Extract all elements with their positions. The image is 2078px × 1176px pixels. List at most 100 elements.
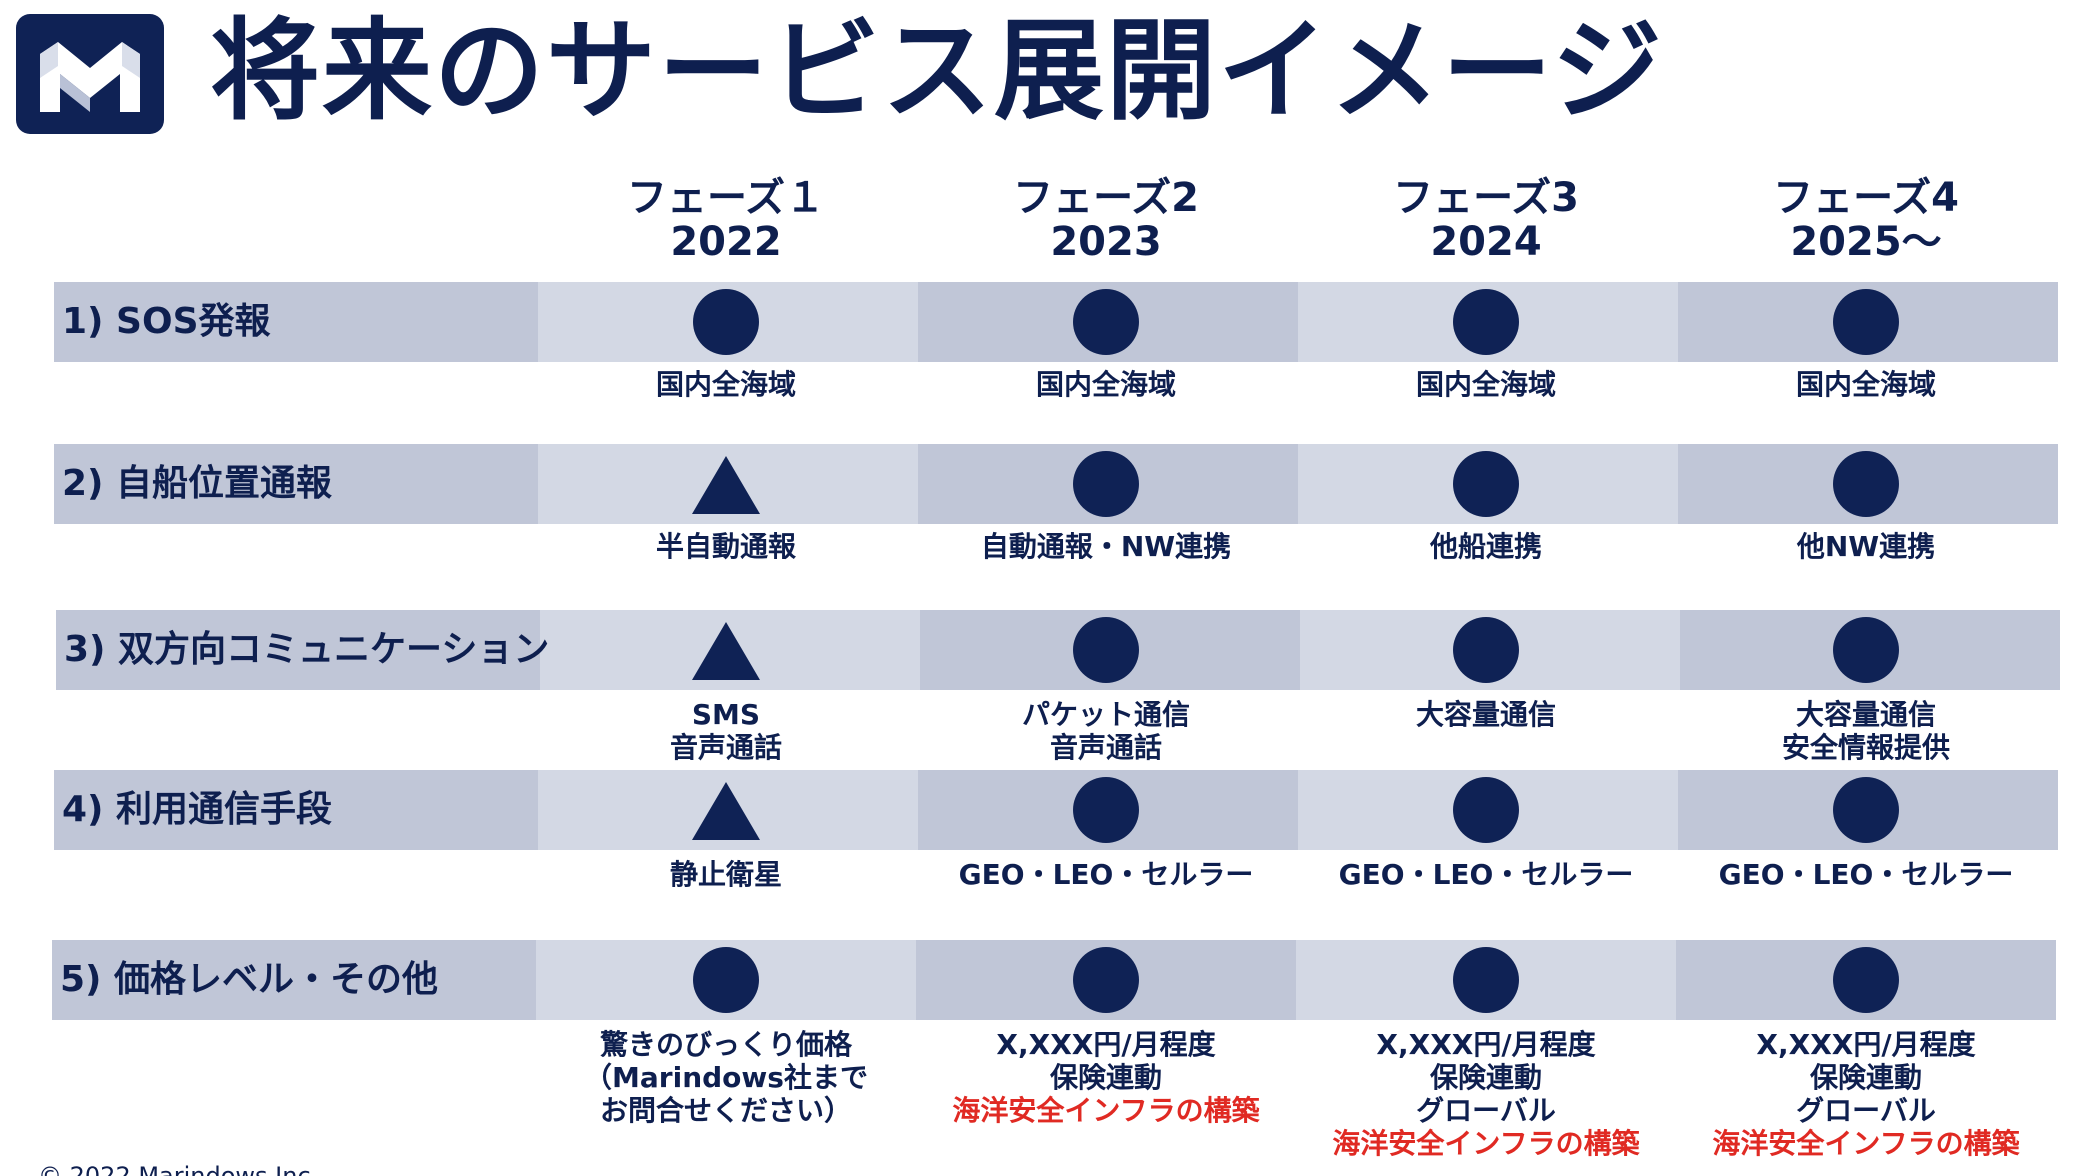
note-line: GEO・LEO・セルラー <box>958 858 1254 891</box>
note-line: 音声通話 <box>669 731 782 764</box>
circle-mark-icon <box>1073 451 1139 517</box>
highlight-note: 海洋安全インフラの構築 <box>952 1094 1260 1127</box>
note-line: 他船連携 <box>1429 530 1542 563</box>
note-line: グローバル <box>1796 1094 1936 1127</box>
phase-year: 2022 <box>670 219 782 265</box>
circle-mark-icon <box>1453 947 1519 1013</box>
feature-row-1: 1) SOS発報 <box>54 282 2058 362</box>
circle-mark-icon <box>1453 617 1519 683</box>
copyright-text: © 2022 Marindows Inc. <box>38 1162 319 1176</box>
row-cell-bg <box>54 444 538 524</box>
phase-year: 2024 <box>1430 219 1542 265</box>
row-cell-bg <box>54 770 538 850</box>
phase-note: 国内全海域 <box>536 368 916 401</box>
phase-note: 他船連携 <box>1296 530 1676 563</box>
phase-note: 半自動通報 <box>536 530 916 563</box>
note-line: グローバル <box>1416 1094 1556 1127</box>
triangle-mark-icon <box>692 456 760 514</box>
company-logo <box>16 14 164 134</box>
circle-mark-icon <box>1453 289 1519 355</box>
row-cell-bg <box>54 282 538 362</box>
triangle-mark-icon <box>692 782 760 840</box>
phase-note: X,XXX円/月程度 保険連動 海洋安全インフラの構築 <box>916 1028 1296 1127</box>
triangle-mark-icon <box>692 622 760 680</box>
note-line: 音声通話 <box>1049 731 1162 764</box>
note-line: 他NW連携 <box>1796 530 1936 563</box>
phase-note: GEO・LEO・セルラー <box>916 858 1296 891</box>
note-line: GEO・LEO・セルラー <box>1338 858 1634 891</box>
row-label: 2) 自船位置通報 <box>62 463 333 504</box>
note-line: X,XXX円/月程度 <box>996 1028 1216 1061</box>
highlight-note: 海洋安全インフラの構築 <box>1332 1127 1640 1160</box>
note-line: X,XXX円/月程度 <box>1376 1028 1596 1061</box>
note-line: 国内全海域 <box>1415 368 1556 401</box>
note-line: 大容量通信 <box>1415 698 1556 731</box>
circle-mark-icon <box>1073 777 1139 843</box>
phase-note: 静止衛星 <box>536 858 916 891</box>
phase-note: パケット通信 音声通話 <box>916 698 1296 764</box>
note-line: SMS <box>691 698 761 731</box>
note-line: 国内全海域 <box>655 368 796 401</box>
note-line: GEO・LEO・セルラー <box>1718 858 2014 891</box>
phase-name: フェーズ１ <box>627 175 825 221</box>
note-line: 自動通報・NW連携 <box>980 530 1232 563</box>
phase-name: フェーズ3 <box>1393 175 1579 221</box>
marindows-m-logo-icon <box>40 42 140 112</box>
phase-note: 国内全海域 <box>1676 368 2056 401</box>
circle-mark-icon <box>1073 617 1139 683</box>
phase-year: 2025〜 <box>1790 219 1942 265</box>
circle-mark-icon <box>1453 777 1519 843</box>
note-line: X,XXX円/月程度 <box>1756 1028 1976 1061</box>
phase-header-3: フェーズ3 2024 <box>1336 176 1636 264</box>
phase-header-2: フェーズ2 2023 <box>956 176 1256 264</box>
note-line: 驚きのびっくり価格 <box>599 1028 852 1061</box>
circle-mark-icon <box>693 947 759 1013</box>
note-line: 保険連動 <box>1429 1061 1542 1094</box>
note-line: お問合せください） <box>599 1094 852 1127</box>
note-line: 静止衛星 <box>669 858 782 891</box>
note-line: 半自動通報 <box>655 530 796 563</box>
page-title: 将来のサービス展開イメージ <box>210 7 1664 135</box>
phase-note: GEO・LEO・セルラー <box>1676 858 2056 891</box>
circle-mark-icon <box>1073 289 1139 355</box>
phase-note: 自動通報・NW連携 <box>916 530 1296 563</box>
row-cell-bg <box>52 940 536 1020</box>
phase-header-4: フェーズ4 2025〜 <box>1716 176 2016 264</box>
circle-mark-icon <box>1833 617 1899 683</box>
highlight-note: 海洋安全インフラの構築 <box>1712 1127 2020 1160</box>
circle-mark-icon <box>1833 777 1899 843</box>
row-label: 4) 利用通信手段 <box>62 789 333 830</box>
phase-note: 大容量通信 安全情報提供 <box>1676 698 2056 764</box>
row-label: 1) SOS発報 <box>62 301 271 342</box>
phase-note: 他NW連携 <box>1676 530 2056 563</box>
circle-mark-icon <box>1833 451 1899 517</box>
phase-note: X,XXX円/月程度 保険連動 グローバル 海洋安全インフラの構築 <box>1676 1028 2056 1160</box>
phase-note: GEO・LEO・セルラー <box>1296 858 1676 891</box>
row-cell-bg <box>56 610 540 690</box>
phase-note: 国内全海域 <box>1296 368 1676 401</box>
note-line: 国内全海域 <box>1035 368 1176 401</box>
note-line: 国内全海域 <box>1795 368 1936 401</box>
circle-mark-icon <box>1453 451 1519 517</box>
phase-name: フェーズ2 <box>1013 175 1199 221</box>
phase-note: 国内全海域 <box>916 368 1296 401</box>
phase-name: フェーズ4 <box>1773 175 1959 221</box>
phase-note: SMS 音声通話 <box>536 698 916 764</box>
note-line: 保険連動 <box>1809 1061 1922 1094</box>
row-label: 3) 双方向コミュニケーション <box>64 629 550 670</box>
note-line: 保険連動 <box>1049 1061 1162 1094</box>
circle-mark-icon <box>1073 947 1139 1013</box>
circle-mark-icon <box>693 289 759 355</box>
feature-row-2: 2) 自船位置通報 <box>54 444 2058 524</box>
row-label: 5) 価格レベル・その他 <box>60 959 439 1000</box>
phase-note: 驚きのびっくり価格 （Marindows社まで お問合せください） <box>536 1028 916 1127</box>
feature-row-4: 4) 利用通信手段 <box>54 770 2058 850</box>
circle-mark-icon <box>1833 289 1899 355</box>
note-line: パケット通信 <box>1021 698 1190 731</box>
phase-header-1: フェーズ１ 2022 <box>576 176 876 264</box>
phase-note: 大容量通信 <box>1296 698 1676 731</box>
note-line: （Marindows社まで <box>584 1061 868 1094</box>
circle-mark-icon <box>1833 947 1899 1013</box>
note-line: 大容量通信 <box>1795 698 1936 731</box>
note-line: 安全情報提供 <box>1781 731 1950 764</box>
